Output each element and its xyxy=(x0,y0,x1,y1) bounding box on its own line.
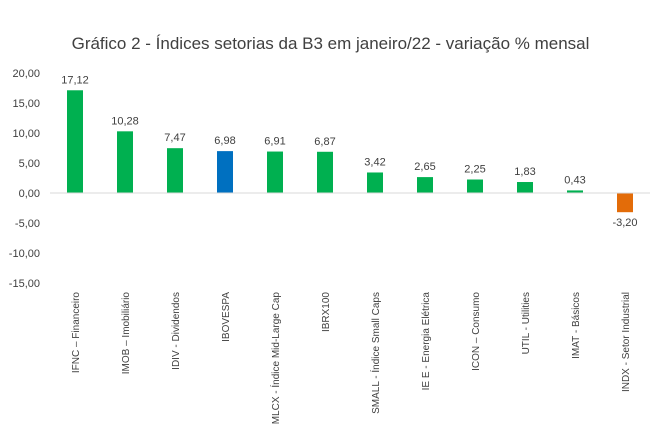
y-tick-label: 0,00 xyxy=(19,188,40,200)
y-tick-label: 10,00 xyxy=(12,128,40,140)
y-tick-label: 20,00 xyxy=(12,68,40,80)
y-tick-label: 15,00 xyxy=(12,98,40,110)
category-label: IDIV - Dividendos xyxy=(171,292,182,370)
bar xyxy=(267,151,283,193)
category-label: MLCX - Índice Mid-Large Cap xyxy=(269,292,282,425)
y-tick-label: -5,00 xyxy=(15,218,40,230)
category-label: IBRX100 xyxy=(321,292,332,332)
category-label: IMOB – Imobiliário xyxy=(121,292,132,375)
y-tick-label: -10,00 xyxy=(9,248,40,260)
data-label: 0,43 xyxy=(564,174,585,186)
category-label: SMALL - Índice Small Caps xyxy=(369,292,382,414)
category-label: IFNC – Financeiro xyxy=(71,292,82,374)
category-label: IMAT - Básicos xyxy=(571,292,582,359)
category-label: ICON – Consumo xyxy=(471,292,482,371)
data-label: 6,91 xyxy=(264,136,285,148)
data-label: 2,65 xyxy=(414,161,435,173)
bar xyxy=(617,193,633,213)
bar xyxy=(567,190,583,193)
x-axis: IFNC – Financeiro IMOB – Imobiliário IDIV … xyxy=(50,192,650,425)
bar xyxy=(467,179,483,193)
bar xyxy=(117,131,133,193)
bar xyxy=(167,148,183,193)
data-labels: 17,12 10,28 7,47 6,98 6,91 6,87 3,42 2,65 2,25 1,… xyxy=(61,74,637,229)
y-tick-label: 5,00 xyxy=(19,158,40,170)
data-label: 3,42 xyxy=(364,156,385,168)
bar xyxy=(517,182,533,193)
category-label: IBOVESPA xyxy=(221,292,232,342)
data-label: 6,98 xyxy=(214,135,235,147)
category-label: INDX - Setor Industrial xyxy=(621,292,632,392)
data-label: 7,47 xyxy=(164,132,185,144)
data-label: 10,28 xyxy=(111,115,139,127)
bar xyxy=(67,90,83,193)
bar xyxy=(217,151,233,193)
bar xyxy=(317,151,333,193)
category-label: UTIL - Utilities xyxy=(521,292,532,354)
data-label: 1,83 xyxy=(514,166,535,178)
y-axis: 20,00 15,00 10,00 5,00 0,00 -5,00 -10,00 -15,00 xyxy=(9,68,40,290)
bar xyxy=(417,177,433,193)
data-label: -3,20 xyxy=(612,217,637,229)
bars xyxy=(67,90,633,213)
data-label: 2,25 xyxy=(464,164,485,176)
bar xyxy=(367,172,383,193)
data-label: 17,12 xyxy=(61,74,89,86)
chart-title: Gráfico 2 - Índices setorias da B3 em ja… xyxy=(71,34,590,53)
category-label: IE E - Energia Elétrica xyxy=(421,292,432,391)
y-tick-label: -15,00 xyxy=(9,278,40,290)
data-label: 6,87 xyxy=(314,136,335,148)
